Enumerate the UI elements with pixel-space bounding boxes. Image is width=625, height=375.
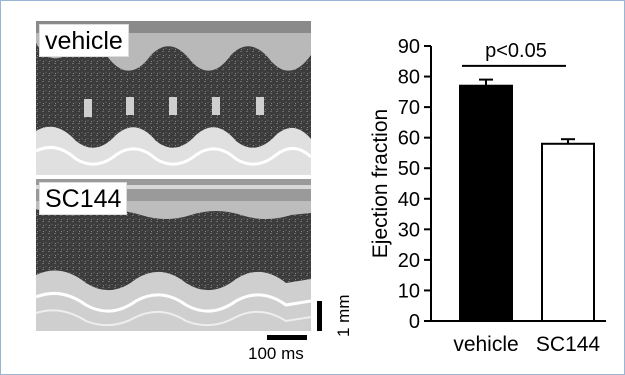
y-tick-label: 90 bbox=[398, 36, 420, 58]
echo-mmode-vehicle-image: vehicle bbox=[36, 21, 311, 175]
x-category-label: vehicle bbox=[453, 333, 518, 356]
sc144-panel-label: SC144 bbox=[39, 182, 128, 215]
y-axis-title: Ejection fraction bbox=[369, 109, 392, 258]
echo-mmode-vehicle-texture bbox=[36, 21, 311, 175]
y-tick-label: 40 bbox=[398, 189, 420, 211]
y-tick-label: 60 bbox=[398, 128, 420, 150]
y-tick-label: 20 bbox=[398, 250, 420, 272]
scale-bar-horizontal bbox=[267, 335, 307, 340]
scale-bar-ms-label: 100 ms bbox=[248, 344, 304, 363]
y-tick-label: 70 bbox=[398, 97, 420, 119]
x-category-label: SC144 bbox=[536, 333, 601, 356]
y-tick-label: 30 bbox=[398, 219, 420, 241]
significance-label: p<0.05 bbox=[485, 40, 547, 62]
ejection-fraction-bar-chart: 0 10 20 30 40 50 60 70 80 90 Ejection fraction vehi… bbox=[369, 36, 606, 356]
bar-sc144 bbox=[541, 142, 595, 323]
y-tick-label: 0 bbox=[409, 311, 420, 333]
bar-vehicle bbox=[459, 84, 513, 322]
vehicle-panel-label: vehicle bbox=[39, 24, 129, 57]
y-tick-label: 80 bbox=[398, 67, 420, 89]
echo-mmode-sc144-image: SC144 bbox=[36, 179, 311, 331]
scale-bar-mm-label: 1 mm bbox=[334, 294, 353, 338]
y-tick-label: 50 bbox=[398, 158, 420, 180]
y-tick-label: 10 bbox=[398, 280, 420, 302]
scale-bar-vertical bbox=[317, 301, 322, 331]
